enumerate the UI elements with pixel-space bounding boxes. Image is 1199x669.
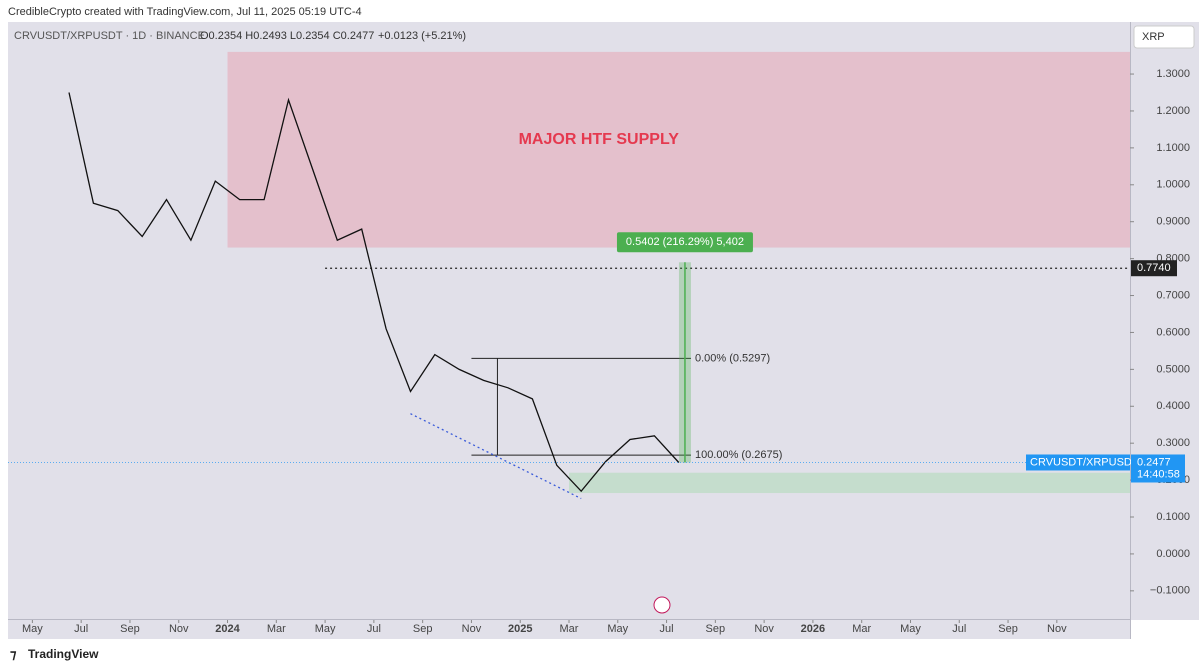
symbol-tag-label: CRVUSDT/XRPUSDT (1030, 456, 1139, 468)
author-line: CredibleCrypto created with TradingView.… (8, 6, 362, 18)
y-tick-label: 1.1000 (1156, 142, 1190, 154)
measure-tag (616, 232, 753, 253)
price-tag-countdown: 14:40:58 (1137, 468, 1180, 480)
x-tick-label: Nov (169, 623, 189, 635)
trendline (410, 413, 582, 500)
x-tick-label: May (315, 623, 336, 635)
x-tick-label: 2026 (801, 623, 825, 635)
x-tick-label: Mar (852, 623, 871, 635)
x-tick-label: Sep (706, 623, 726, 635)
x-tick-label: Nov (462, 623, 482, 635)
x-tick-label: May (22, 623, 43, 635)
x-tick-label: 2025 (508, 623, 532, 635)
currency-box[interactable] (1133, 25, 1195, 49)
x-tick-label: Jul (74, 623, 88, 635)
x-tick-label: 2024 (215, 623, 240, 635)
x-tick-label: May (607, 623, 628, 635)
symbol-legend: CRVUSDT/XRPUSDT · 1D · BINANCE (14, 30, 205, 42)
y-tick-label: 0.0000 (1156, 548, 1190, 560)
y-tick-label: 0.3000 (1156, 437, 1190, 449)
y-tick-label: 0.4000 (1156, 400, 1190, 412)
price-axis (1131, 22, 1199, 620)
y-tick-label: −0.1000 (1150, 585, 1190, 597)
x-tick-label: May (900, 623, 921, 635)
fib-label: 0.00% (0.5297) (695, 352, 770, 364)
y-tick-label: 0.1000 (1156, 511, 1190, 523)
time-axis (8, 620, 1130, 639)
demand-zone (569, 472, 1130, 494)
supply-zone (227, 51, 1131, 248)
x-tick-label: Jul (367, 623, 381, 635)
supply-label: MAJOR HTF SUPPLY (519, 131, 680, 148)
currency[interactable]: XRP (1142, 31, 1165, 43)
price-tag-value: 0.2477 (1137, 456, 1171, 468)
x-tick-label: Mar (267, 623, 286, 635)
event-icon[interactable] (653, 596, 671, 614)
x-tick-label: Sep (413, 623, 433, 635)
y-tick-label: 1.2000 (1156, 105, 1190, 117)
y-tick-label: 0.5000 (1156, 363, 1190, 375)
ohlc: O0.2354 H0.2493 L0.2354 C0.2477 (200, 30, 374, 42)
x-tick-label: Jul (952, 623, 966, 635)
price-line (68, 92, 680, 493)
x-tick-label: Sep (998, 623, 1018, 635)
x-tick-label: Jul (660, 623, 674, 635)
x-tick-label: Mar (560, 623, 579, 635)
measure-label: 0.5402 (216.29%) 5,402 (626, 236, 744, 248)
x-tick-label: Nov (1047, 623, 1067, 635)
level-tag (1131, 260, 1177, 277)
fib-label: 100.00% (0.2675) (695, 449, 782, 461)
footer-logo: ⁊ (10, 646, 17, 661)
symbol-tag (1026, 454, 1130, 471)
y-tick-label: 0.6000 (1156, 326, 1190, 338)
x-tick-label: Sep (120, 623, 140, 635)
y-tick-label: 1.0000 (1156, 179, 1190, 191)
y-tick-label: 0.9000 (1156, 216, 1190, 228)
footer-brand: TradingView (28, 647, 99, 661)
change: +0.0123 (+5.21%) (378, 30, 466, 42)
x-tick-label: Nov (754, 623, 774, 635)
y-tick-label: 1.3000 (1156, 68, 1190, 80)
y-tick-label: 0.7000 (1156, 289, 1190, 301)
level-label: 0.7740 (1137, 262, 1171, 274)
price-tag (1131, 454, 1185, 483)
